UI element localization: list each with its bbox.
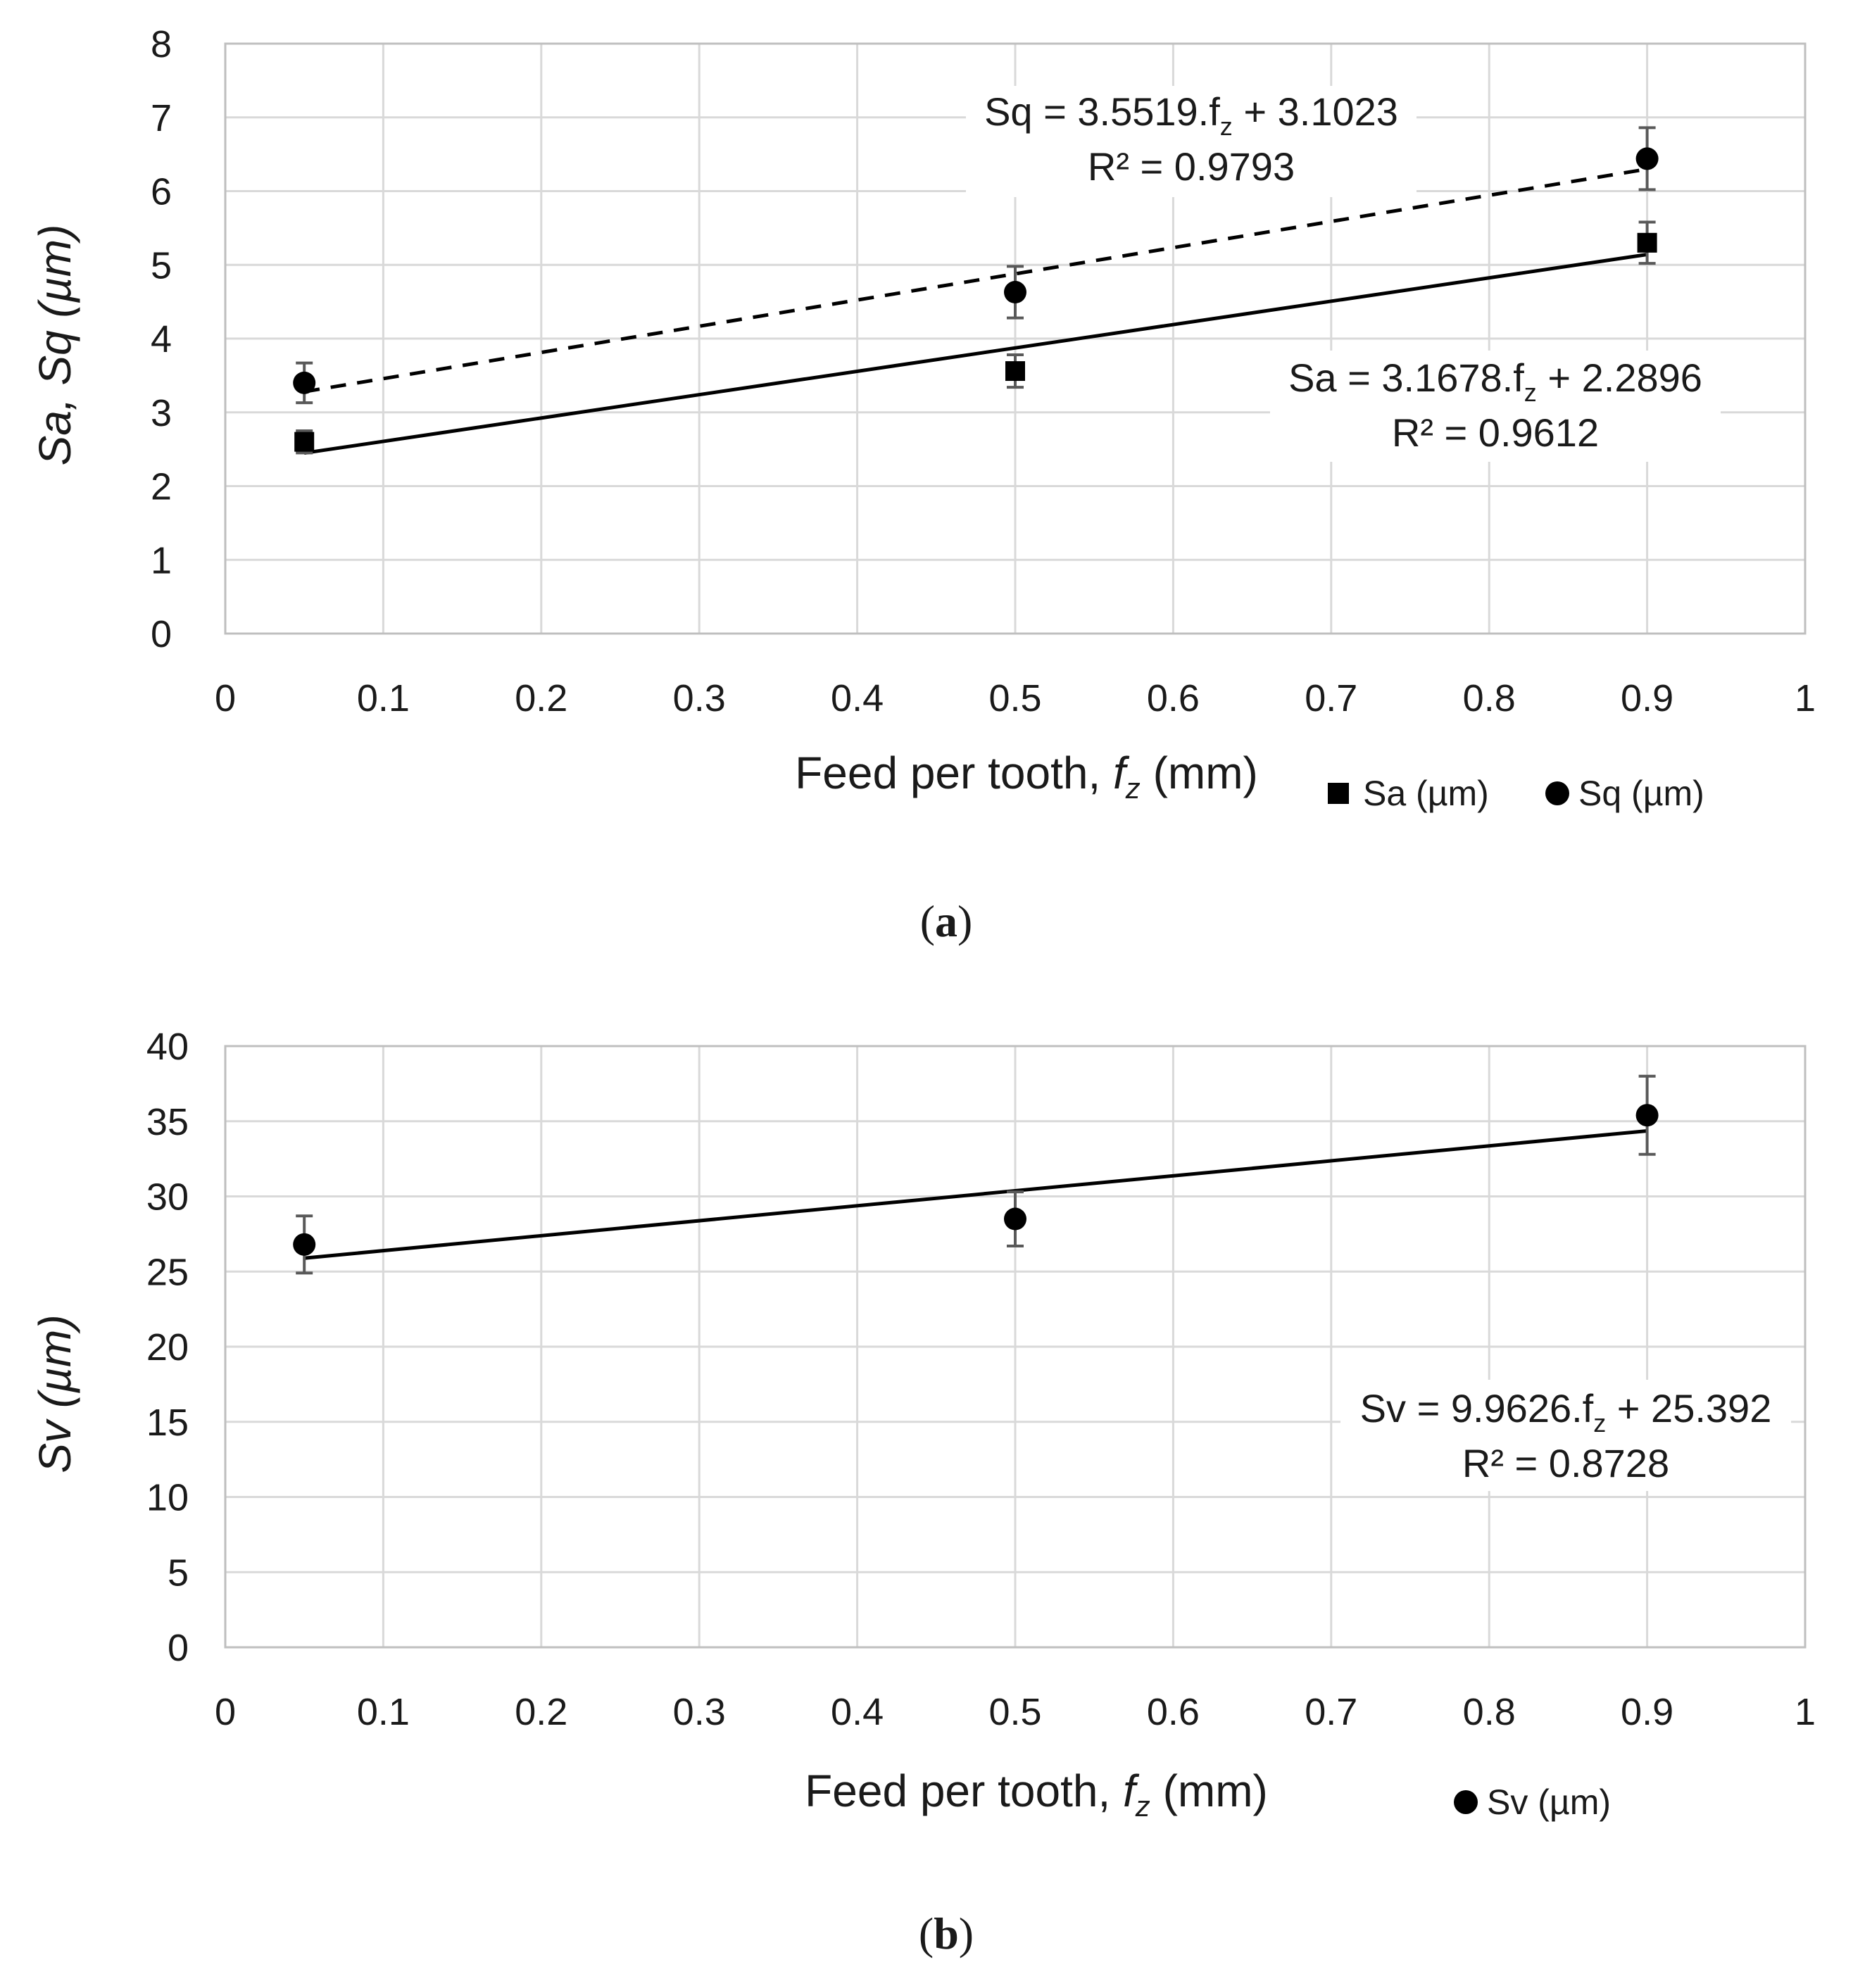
trendline-sv bbox=[303, 1128, 1647, 1260]
legend-marker-sv bbox=[1454, 1790, 1478, 1814]
point-sq bbox=[1635, 147, 1659, 170]
legend-a: Sa (µm) Sq (µm) bbox=[1328, 774, 1704, 813]
y-tick-label: 35 bbox=[146, 1101, 189, 1143]
y-tick-label: 5 bbox=[168, 1552, 189, 1594]
y-tick-label: 25 bbox=[146, 1251, 189, 1293]
y-tick-label: 10 bbox=[146, 1477, 189, 1519]
y-tick-label: 6 bbox=[151, 171, 172, 213]
error-bars-b bbox=[296, 1074, 1656, 1275]
points-a bbox=[293, 147, 1659, 452]
x-tick-label: 0.6 bbox=[1147, 677, 1200, 719]
y-tick-label: 3 bbox=[151, 392, 172, 434]
x-tick-label: 0 bbox=[215, 1691, 236, 1733]
panel-label-a: (a) bbox=[920, 896, 973, 946]
point-sa bbox=[1005, 361, 1025, 382]
trendlines-b bbox=[303, 1128, 1647, 1260]
point-sa bbox=[1637, 232, 1657, 253]
equation-box-sq bbox=[966, 86, 1417, 197]
grid-b bbox=[224, 1045, 1807, 1649]
x-tick-label: 0.8 bbox=[1463, 677, 1516, 719]
legend-marker-sq bbox=[1545, 781, 1569, 805]
x-tick-label: 0.2 bbox=[515, 677, 567, 719]
equation-sv: Sv = 9.9626.fz + 25.392 bbox=[1360, 1386, 1772, 1437]
trendline-sa bbox=[303, 253, 1647, 455]
trendlines-a bbox=[303, 167, 1648, 455]
y-tick-label: 5 bbox=[151, 244, 172, 287]
panel-label-b: (b) bbox=[919, 1908, 974, 1958]
legend-label-sa: Sa (µm) bbox=[1363, 774, 1489, 813]
y-tick-label: 40 bbox=[146, 1026, 189, 1068]
x-tick-label: 0.9 bbox=[1621, 677, 1673, 719]
point-sv bbox=[293, 1233, 316, 1256]
x-tick-label: 0.7 bbox=[1305, 677, 1357, 719]
x-tick-label: 0.4 bbox=[831, 677, 884, 719]
x-tick-label: 0.4 bbox=[831, 1691, 884, 1733]
y-tick-label: 30 bbox=[146, 1176, 189, 1219]
x-tick-label: 0 bbox=[215, 677, 236, 719]
y-tick-label: 15 bbox=[146, 1402, 189, 1444]
x-tick-label: 0.2 bbox=[515, 1691, 567, 1733]
point-sv bbox=[1004, 1207, 1026, 1231]
legend-label-sv: Sv (µm) bbox=[1487, 1782, 1611, 1822]
x-tick-label: 0.6 bbox=[1147, 1691, 1200, 1733]
x-tick-label: 0.3 bbox=[673, 1691, 726, 1733]
x-tick-label: 1 bbox=[1795, 677, 1816, 719]
y-tick-label: 8 bbox=[151, 23, 172, 65]
point-sq bbox=[293, 371, 316, 394]
plot-frame bbox=[224, 1045, 1807, 1649]
y-axis-label-a: Sa, Sq (µm) bbox=[30, 225, 80, 466]
y-tick-label: 1 bbox=[151, 539, 172, 581]
ticks-a: 0 0.1 0.2 0.3 0.4 0.5 0.6 0.7 0.8 0.9 1 0 1 2 3 4 5 6 7 8 bbox=[151, 23, 1816, 719]
point-sq bbox=[1004, 281, 1026, 304]
ticks-b: 0 0.1 0.2 0.3 0.4 0.5 0.6 0.7 0.8 0.9 105101520253… bbox=[146, 1026, 1816, 1733]
x-tick-label: 0.5 bbox=[988, 677, 1041, 719]
equation-box-sa bbox=[1270, 351, 1721, 462]
x-tick-label: 0.8 bbox=[1463, 1691, 1516, 1733]
y-axis-label-b: Sv (µm) bbox=[30, 1314, 80, 1473]
y-tick-label: 0 bbox=[168, 1627, 189, 1669]
legend-b: Sv (µm) bbox=[1454, 1782, 1611, 1822]
x-tick-label: 0.7 bbox=[1305, 1691, 1357, 1733]
y-tick-label: 0 bbox=[151, 613, 172, 655]
point-sa bbox=[294, 432, 315, 452]
y-tick-label: 4 bbox=[151, 318, 172, 360]
legend-marker-sa bbox=[1328, 783, 1349, 804]
plot-frame bbox=[224, 42, 1807, 635]
x-tick-label: 1 bbox=[1795, 1691, 1816, 1733]
x-tick-label: 0.3 bbox=[673, 677, 726, 719]
equation-sa: Sa = 3.1678.fz + 2.2896 bbox=[1288, 356, 1702, 407]
r2-sq: R² = 0.9793 bbox=[1088, 144, 1295, 189]
y-tick-label: 20 bbox=[146, 1326, 189, 1369]
y-tick-label: 2 bbox=[151, 466, 172, 508]
x-tick-label: 0.1 bbox=[357, 677, 410, 719]
equation-box-sv bbox=[1340, 1380, 1791, 1491]
x-tick-label: 0.5 bbox=[988, 1691, 1041, 1733]
points-b bbox=[293, 1104, 1659, 1256]
chart-a: 0 0.1 0.2 0.3 0.4 0.5 0.6 0.7 0.8 0.9 1 0 1 2 3 4 5 6 7 8 S… bbox=[30, 23, 1816, 946]
x-tick-label: 0.9 bbox=[1621, 1691, 1673, 1733]
y-tick-label: 7 bbox=[151, 97, 172, 139]
equation-sq: Sq = 3.5519.fz + 3.1023 bbox=[984, 89, 1398, 141]
r2-sv: R² = 0.8728 bbox=[1462, 1441, 1669, 1485]
x-axis-label-b: Feed per tooth, fz (mm) bbox=[805, 1766, 1268, 1823]
trendline-sq bbox=[303, 167, 1648, 394]
x-tick-label: 0.1 bbox=[357, 1691, 410, 1733]
r2-sa: R² = 0.9612 bbox=[1392, 410, 1599, 455]
x-axis-label-a: Feed per tooth, fz (mm) bbox=[795, 748, 1258, 805]
chart-b: 0 0.1 0.2 0.3 0.4 0.5 0.6 0.7 0.8 0.9 105101520253… bbox=[30, 1026, 1816, 1958]
point-sv bbox=[1635, 1104, 1659, 1127]
legend-label-sq: Sq (µm) bbox=[1578, 774, 1704, 813]
